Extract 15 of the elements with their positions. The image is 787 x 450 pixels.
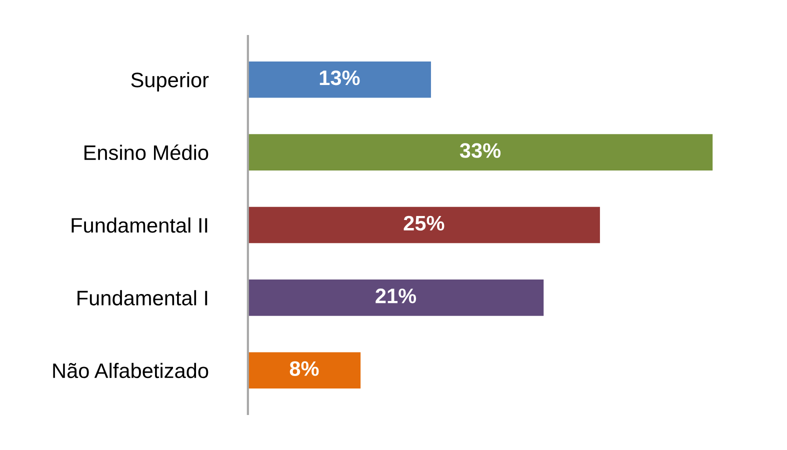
y-tick-label: Superior: [131, 72, 209, 92]
data-label: 33%: [460, 143, 501, 158]
data-label: 8%: [290, 361, 319, 376]
y-tick-label: Fundamental I: [78, 290, 208, 306]
data-label: 25%: [404, 216, 444, 231]
bar: [248, 206, 600, 244]
bar: [248, 352, 361, 389]
data-label: 13%: [320, 70, 360, 86]
data-label: 21%: [376, 288, 416, 304]
bar: [248, 61, 431, 98]
bar: [248, 280, 544, 316]
y-tick-label: Não Alfabetizado: [53, 362, 208, 378]
bar: [248, 134, 713, 170]
y-tick-label: Ensino Médio: [84, 144, 208, 160]
y-tick-label: Fundamental II: [72, 217, 208, 233]
